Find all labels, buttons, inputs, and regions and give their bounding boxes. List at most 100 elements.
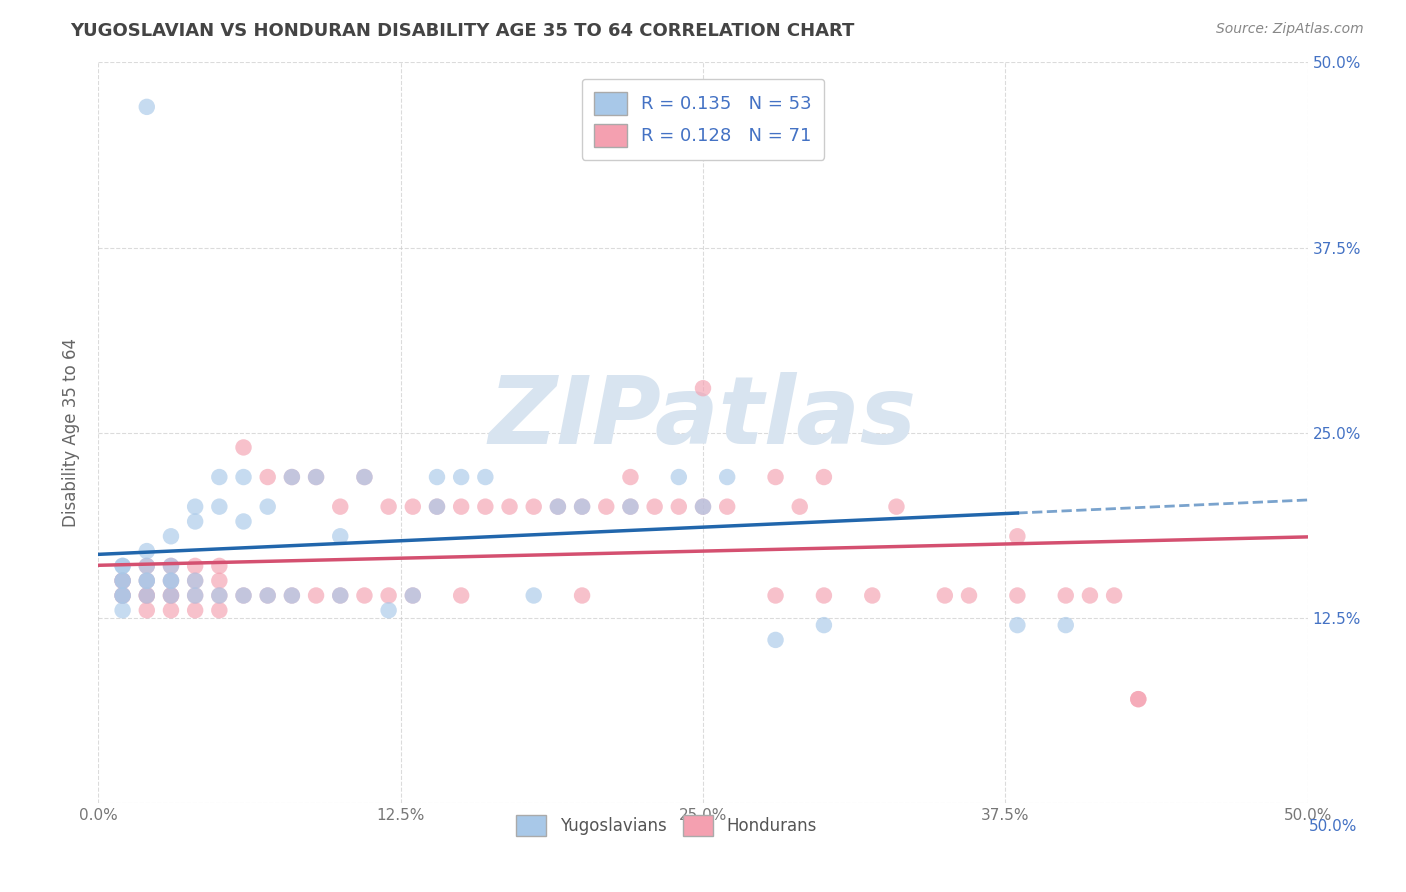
Point: [160, 574, 183, 588]
Point: [934, 589, 956, 603]
Legend: Yugoslavians, Hondurans: Yugoslavians, Hondurans: [510, 808, 824, 843]
Point: [256, 500, 278, 514]
Point: [160, 589, 183, 603]
Point: [160, 529, 183, 543]
Text: Source: ZipAtlas.com: Source: ZipAtlas.com: [1216, 22, 1364, 37]
Point: [765, 589, 787, 603]
Point: [1054, 618, 1077, 632]
Point: [765, 470, 787, 484]
Point: [329, 589, 352, 603]
Y-axis label: Disability Age 35 to 64: Disability Age 35 to 64: [62, 338, 80, 527]
Point: [184, 558, 207, 573]
Point: [402, 500, 425, 514]
Point: [208, 589, 231, 603]
Point: [135, 574, 157, 588]
Point: [135, 544, 157, 558]
Point: [135, 589, 157, 603]
Point: [184, 500, 207, 514]
Point: [1007, 618, 1029, 632]
Point: [1102, 589, 1125, 603]
Point: [111, 574, 134, 588]
Point: [402, 589, 425, 603]
Point: [256, 470, 278, 484]
Point: [135, 589, 157, 603]
Point: [160, 574, 183, 588]
Point: [281, 589, 304, 603]
Point: [135, 589, 157, 603]
Point: [692, 500, 714, 514]
Point: [571, 589, 593, 603]
Point: [668, 500, 690, 514]
Point: [377, 500, 399, 514]
Point: [184, 574, 207, 588]
Point: [619, 500, 641, 514]
Point: [474, 470, 496, 484]
Point: [111, 574, 134, 588]
Point: [571, 500, 593, 514]
Point: [450, 500, 472, 514]
Point: [135, 100, 157, 114]
Point: [160, 589, 183, 603]
Point: [813, 470, 835, 484]
Point: [813, 618, 835, 632]
Point: [111, 589, 134, 603]
Point: [957, 589, 980, 603]
Point: [135, 558, 157, 573]
Point: [353, 589, 375, 603]
Point: [111, 589, 134, 603]
Text: 50.0%: 50.0%: [1309, 820, 1357, 834]
Point: [886, 500, 908, 514]
Point: [789, 500, 811, 514]
Point: [377, 589, 399, 603]
Point: [1007, 589, 1029, 603]
Point: [208, 558, 231, 573]
Point: [498, 500, 520, 514]
Point: [111, 574, 134, 588]
Point: [329, 500, 352, 514]
Point: [860, 589, 883, 603]
Point: [426, 500, 449, 514]
Point: [184, 603, 207, 617]
Point: [402, 589, 425, 603]
Point: [232, 589, 254, 603]
Point: [426, 470, 449, 484]
Point: [329, 529, 352, 543]
Point: [523, 500, 546, 514]
Point: [377, 603, 399, 617]
Point: [135, 558, 157, 573]
Point: [619, 470, 641, 484]
Point: [208, 470, 231, 484]
Point: [450, 589, 472, 603]
Point: [232, 589, 254, 603]
Point: [111, 558, 134, 573]
Point: [523, 589, 546, 603]
Point: [353, 470, 375, 484]
Point: [1078, 589, 1101, 603]
Point: [474, 500, 496, 514]
Point: [184, 574, 207, 588]
Point: [765, 632, 787, 647]
Point: [426, 500, 449, 514]
Point: [160, 558, 183, 573]
Point: [184, 589, 207, 603]
Point: [160, 603, 183, 617]
Point: [184, 589, 207, 603]
Point: [281, 470, 304, 484]
Point: [305, 470, 328, 484]
Point: [111, 574, 134, 588]
Point: [208, 500, 231, 514]
Point: [547, 500, 569, 514]
Point: [208, 603, 231, 617]
Point: [160, 574, 183, 588]
Point: [813, 589, 835, 603]
Point: [668, 470, 690, 484]
Point: [1007, 529, 1029, 543]
Point: [281, 470, 304, 484]
Point: [160, 589, 183, 603]
Point: [305, 589, 328, 603]
Point: [160, 558, 183, 573]
Point: [256, 589, 278, 603]
Point: [184, 515, 207, 529]
Point: [716, 470, 738, 484]
Point: [595, 500, 617, 514]
